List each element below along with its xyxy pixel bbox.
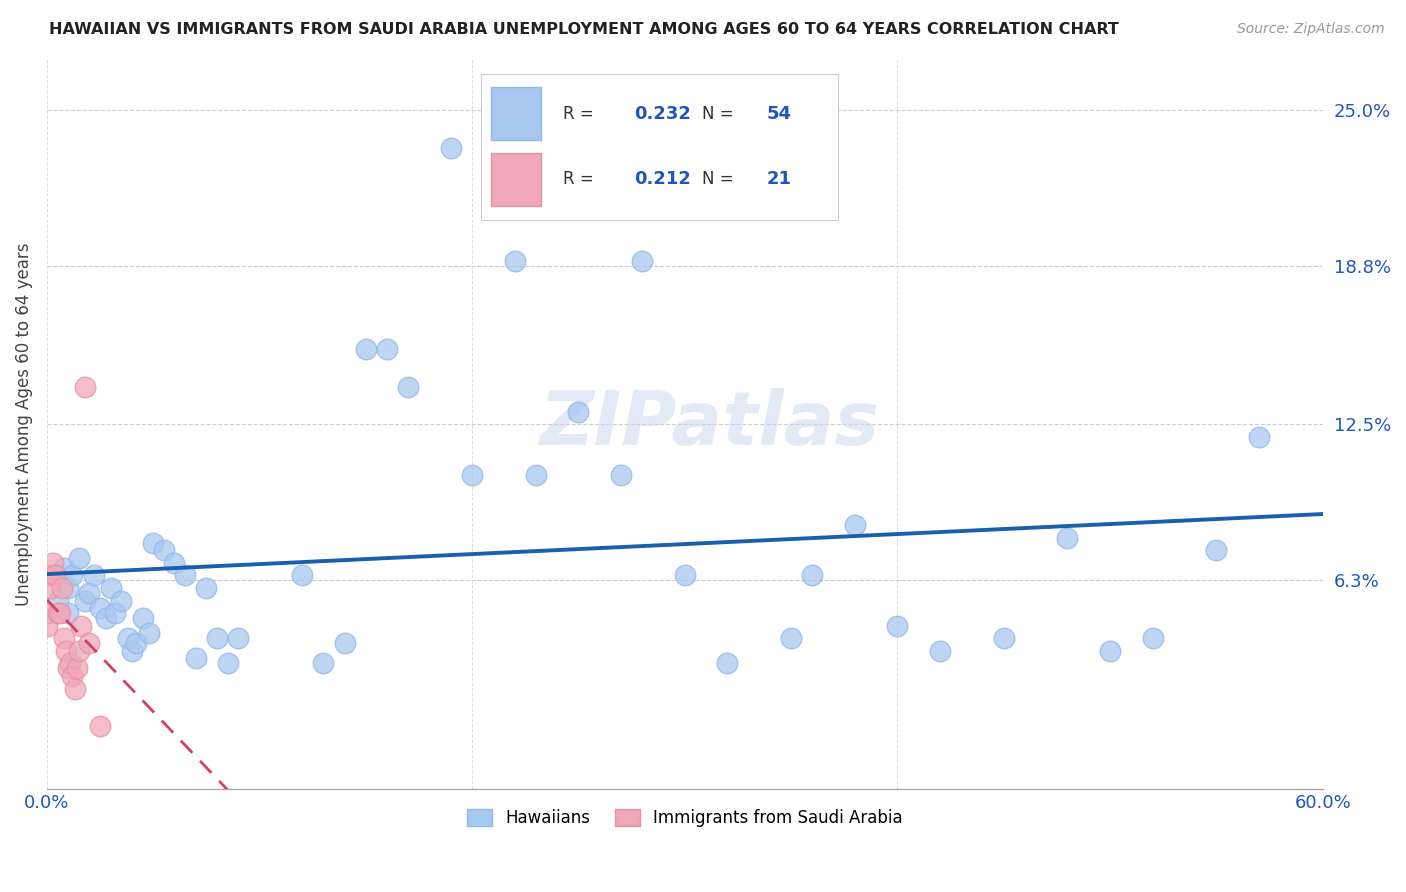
- Point: [75, 379, 97, 393]
- Point: [35, 606, 58, 620]
- Point: [60, 568, 83, 582]
- Legend: Hawaiians, Immigrants from Saudi Arabia: Hawaiians, Immigrants from Saudi Arabia: [458, 801, 911, 836]
- Point: [1056, 531, 1078, 545]
- Point: [125, 636, 148, 650]
- Point: [35, 618, 58, 632]
- Point: [110, 593, 132, 607]
- Y-axis label: Unemployment Among Ages 60 to 64 years: Unemployment Among Ages 60 to 64 years: [15, 243, 32, 607]
- Point: [1205, 543, 1227, 558]
- Point: [59, 657, 82, 671]
- Point: [142, 535, 165, 549]
- Point: [716, 657, 738, 671]
- Point: [100, 581, 122, 595]
- Point: [89, 601, 111, 615]
- Point: [440, 141, 463, 155]
- Point: [52, 561, 75, 575]
- Point: [96, 611, 118, 625]
- Point: [56, 606, 79, 620]
- Point: [886, 618, 908, 632]
- Point: [52, 632, 75, 646]
- Point: [39, 581, 62, 595]
- Point: [1098, 644, 1121, 658]
- Point: [55, 644, 77, 658]
- Point: [83, 568, 105, 582]
- Point: [929, 644, 952, 658]
- Point: [44, 568, 66, 582]
- Point: [844, 518, 866, 533]
- Point: [524, 467, 547, 482]
- Point: [610, 467, 633, 482]
- Point: [46, 593, 69, 607]
- Point: [205, 632, 228, 646]
- Point: [1142, 632, 1164, 646]
- Point: [89, 719, 111, 733]
- Point: [79, 586, 101, 600]
- Point: [291, 568, 314, 582]
- Point: [375, 342, 398, 356]
- Point: [42, 556, 65, 570]
- Point: [226, 632, 249, 646]
- Point: [993, 632, 1015, 646]
- Point: [67, 644, 90, 658]
- Point: [104, 606, 127, 620]
- Point: [60, 669, 83, 683]
- Text: ZIPatlas: ZIPatlas: [540, 388, 880, 461]
- Point: [56, 581, 79, 595]
- Point: [56, 661, 79, 675]
- Point: [567, 405, 589, 419]
- Point: [70, 618, 93, 632]
- Point: [217, 657, 239, 671]
- Point: [117, 632, 139, 646]
- Point: [63, 681, 86, 696]
- Point: [79, 636, 101, 650]
- Point: [195, 581, 218, 595]
- Text: HAWAIIAN VS IMMIGRANTS FROM SAUDI ARABIA UNEMPLOYMENT AMONG AGES 60 TO 64 YEARS : HAWAIIAN VS IMMIGRANTS FROM SAUDI ARABIA…: [49, 22, 1119, 37]
- Point: [461, 467, 484, 482]
- Point: [174, 568, 197, 582]
- Point: [153, 543, 176, 558]
- Point: [801, 568, 824, 582]
- Point: [184, 651, 207, 665]
- Point: [38, 568, 60, 582]
- Point: [131, 611, 153, 625]
- Point: [51, 581, 73, 595]
- Point: [138, 626, 160, 640]
- Point: [48, 606, 70, 620]
- Point: [780, 632, 803, 646]
- Point: [354, 342, 377, 356]
- Point: [46, 606, 69, 620]
- Point: [75, 593, 97, 607]
- Point: [503, 253, 526, 268]
- Point: [121, 644, 143, 658]
- Point: [312, 657, 335, 671]
- Point: [631, 253, 654, 268]
- Point: [163, 556, 186, 570]
- Point: [333, 636, 356, 650]
- Text: Source: ZipAtlas.com: Source: ZipAtlas.com: [1237, 22, 1385, 37]
- Point: [396, 379, 419, 393]
- Point: [1247, 430, 1270, 444]
- Point: [66, 661, 89, 675]
- Point: [67, 550, 90, 565]
- Point: [673, 568, 696, 582]
